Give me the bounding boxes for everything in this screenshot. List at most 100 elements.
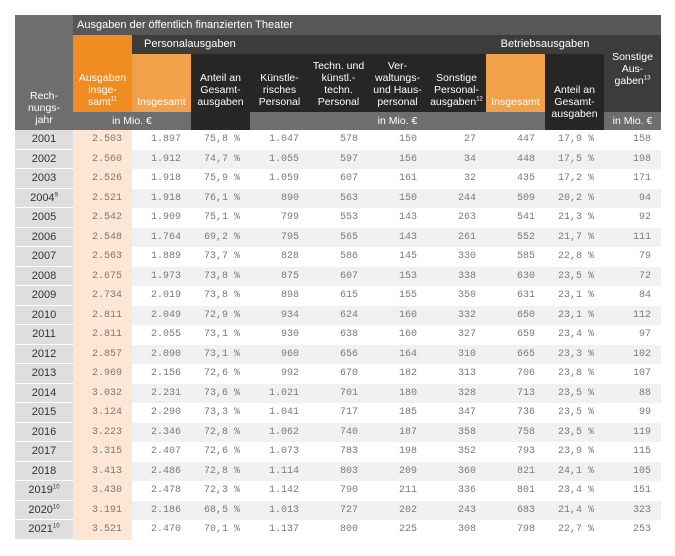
cell-personal-anteil: 72,9 % [203,309,240,321]
cell-technisch: 597 [339,153,358,165]
cell-personal-anteil: 75,1 % [203,212,240,223]
cell-betrieb-insgesamt: 713 [516,387,535,399]
cell-ausgaben-insgesamt: 2.548 [73,227,132,247]
cell-technisch: 565 [339,231,358,243]
cell-personal-insgesamt: 2.231 [150,387,181,399]
table-row: 2014 3.032 2.231 73,6 % 1.021 701 180 328 713 23,… [15,383,661,403]
cell-personal-anteil: 73,8 % [203,290,240,301]
footnote-marker: 11 [110,96,117,103]
cell-personal-insgesamt: 1.889 [150,251,181,262]
cell-personal-insgesamt: 2.486 [150,465,181,477]
cell-technisch: 624 [339,309,358,321]
cell-verwaltung: 160 [398,309,417,321]
column-betrieb-insgesamt: Insgesamt [486,54,545,112]
cell-verwaltung: 155 [398,290,417,301]
cell-personal-insgesamt: 2.090 [150,348,181,360]
table-row: 2001 2.503 1.897 75,8 % 1.047 578 150 27 447 17,9… [15,130,661,150]
cell-kuenstlerisch: 1.062 [268,426,299,438]
cell-verwaltung: 185 [398,407,417,418]
cell-betrieb-anteil: 23,8 % [557,368,594,379]
cell-sonstige-ausgaben: 115 [632,446,651,457]
cell-personal-insgesamt: 2.290 [150,407,181,418]
cell-personal-insgesamt: 2.186 [150,504,181,516]
cell-sonstige-ausgaben: 158 [632,134,651,145]
cell-verwaltung: 153 [398,270,417,282]
cell-personal-anteil: 73,8 % [203,270,240,282]
year-cell: 2006 [15,227,73,247]
year-cell: 201910 [15,481,73,501]
cell-verwaltung: 160 [398,329,417,340]
cell-technisch: 800 [339,524,358,535]
year-cell: 20049 [15,188,73,208]
table-row: 2017 3.315 2.407 72,6 % 1.073 783 198 352 793 23,… [15,442,661,462]
cell-kuenstlerisch: 1.041 [268,407,299,418]
cell-ausgaben-insgesamt: 3.430 [73,481,132,501]
cell-ausgaben-insgesamt: 2.560 [73,149,132,169]
cell-sonstige-personal: 330 [457,251,476,262]
cell-betrieb-anteil: 23,4 % [557,329,594,340]
cell-sonstige-ausgaben: 112 [632,309,651,321]
footnote-marker: 10 [52,503,60,510]
column-personal-insgesamt: Insgesamt [132,54,191,112]
column-ausgaben-insgesamt: Ausgaben insge- samt11 [73,35,132,112]
cell-ausgaben-insgesamt: 2.811 [73,305,132,325]
cell-verwaltung: 164 [398,348,417,360]
cell-kuenstlerisch: 828 [280,251,299,262]
cell-sonstige-personal: 244 [457,192,476,204]
cell-betrieb-anteil: 23,3 % [557,348,594,360]
cell-personal-anteil: 72,8 % [203,426,240,438]
cell-betrieb-anteil: 17,9 % [557,134,594,145]
cell-personal-anteil: 74,7 % [203,153,240,165]
cell-sonstige-personal: 327 [457,329,476,340]
table-row: 2005 2.542 1.909 75,1 % 799 553 143 263 541 21,3 … [15,208,661,228]
cell-verwaltung: 209 [398,465,417,477]
cell-verwaltung: 156 [398,153,417,165]
units-label-middle: in Mio. € [250,112,545,130]
cell-sonstige-ausgaben: 79 [638,251,651,262]
cell-betrieb-insgesamt: 801 [516,485,535,496]
cell-personal-anteil: 73,7 % [203,251,240,262]
footnote-marker: 13 [643,75,651,82]
cell-sonstige-ausgaben: 107 [632,368,651,379]
column-sonstige-personalausgaben: Sonstige Personal- ausgaben12 [427,54,486,112]
cell-personal-insgesamt: 1.912 [150,153,181,165]
table-row: 2013 2.969 2.156 72,6 % 992 670 182 313 706 23,8 … [15,364,661,384]
table-body: 2001 2.503 1.897 75,8 % 1.047 578 150 27 447 17,9… [15,130,661,540]
cell-sonstige-personal: 347 [457,407,476,418]
cell-personal-insgesamt: 2.478 [150,485,181,496]
cell-technisch: 607 [339,270,358,282]
cell-sonstige-personal: 243 [457,504,476,516]
cell-personal-anteil: 75,8 % [203,134,240,145]
cell-betrieb-insgesamt: 447 [516,134,535,145]
cell-sonstige-personal: 360 [457,465,476,477]
year-cell: 2013 [15,364,73,384]
cell-ausgaben-insgesamt: 3.315 [73,442,132,462]
table-row: 202010 3.191 2.186 68,5 % 1.013 727 202 243 683 2… [15,500,661,520]
cell-betrieb-anteil: 24,1 % [557,465,594,477]
cell-technisch: 670 [339,368,358,379]
column-kuenstlerisches-personal: Künstle- risches Personal [250,54,309,112]
cell-kuenstlerisch: 1.142 [268,485,299,496]
cell-sonstige-personal: 263 [457,212,476,223]
year-cell: 2016 [15,422,73,442]
cell-sonstige-personal: 358 [457,426,476,438]
cell-personal-anteil: 72,8 % [203,465,240,477]
table-row: 2010 2.811 2.049 72,9 % 934 624 160 332 650 23,1 … [15,305,661,325]
cell-verwaltung: 225 [398,524,417,535]
cell-verwaltung: 180 [398,387,417,399]
cell-betrieb-insgesamt: 435 [516,173,535,184]
cell-ausgaben-insgesamt: 2.526 [73,169,132,189]
year-cell: 2011 [15,325,73,345]
cell-personal-insgesamt: 2.470 [150,524,181,535]
cell-sonstige-personal: 328 [457,387,476,399]
group-header-personalausgaben: Personalausgaben [132,35,486,54]
units-label-right: in Mio. € [604,112,661,130]
cell-verwaltung: 211 [398,485,417,496]
cell-personal-insgesamt: 2.049 [150,309,181,321]
cell-betrieb-insgesamt: 552 [516,231,535,243]
cell-ausgaben-insgesamt: 2.811 [73,325,132,345]
cell-ausgaben-insgesamt: 2.857 [73,344,132,364]
cell-ausgaben-insgesamt: 3.223 [73,422,132,442]
cell-ausgaben-insgesamt: 2.503 [73,130,132,150]
cell-sonstige-personal: 310 [457,348,476,360]
